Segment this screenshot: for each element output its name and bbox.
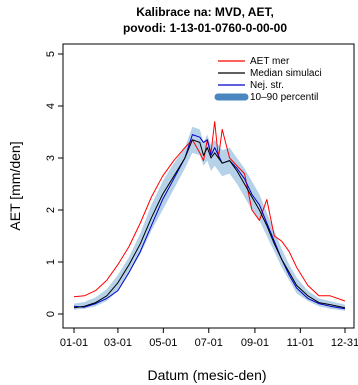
x-tick-label: 05-01	[149, 337, 177, 349]
x-tick-label: 07-01	[195, 337, 223, 349]
series-line-aet-mer	[73, 121, 346, 302]
y-tick-label: 1	[45, 259, 57, 265]
x-tick-label: 12-31	[331, 337, 358, 349]
y-tick-label: 2	[45, 207, 57, 213]
chart-title-line-1: Kalibrace na: MVD, AET,	[136, 5, 274, 19]
x-tick-label: 09-01	[241, 337, 269, 349]
legend-label-percentile: 10–90 percentil	[250, 92, 318, 103]
series-layer	[73, 121, 346, 310]
legend: AET mer Median simulaci Nej. str. 10–90 …	[214, 56, 322, 103]
y-tick-label: 3	[45, 155, 57, 161]
percentile-band-layer	[74, 126, 345, 311]
x-tick-label: 01-01	[60, 337, 88, 349]
x-tick-label: 03-01	[104, 337, 132, 349]
legend-label-aet-mer: AET mer	[250, 56, 290, 67]
percentile-band	[74, 126, 345, 311]
chart-title-line-2: povodi: 1-13-01-0760-0-00-00	[123, 21, 287, 35]
y-tick-label: 0	[45, 311, 57, 317]
x-axis-label: Datum (mesic-den)	[147, 367, 266, 383]
y-axis-label: AET [mm/den]	[7, 141, 23, 230]
legend-label-median: Median simulaci	[250, 68, 322, 79]
y-tick-label: 4	[45, 103, 57, 109]
plot-frame	[62, 43, 355, 329]
x-tick-label: 11-01	[287, 337, 314, 349]
y-tick-label: 5	[45, 51, 57, 57]
legend-label-nej-str: Nej. str.	[250, 80, 284, 91]
series-line-median	[73, 139, 346, 309]
axis-layer: 01-01 03-01 05-01 07-01 09-01 11-01 12-31 0 1 2 3 4…	[45, 51, 358, 349]
series-line-nej-str	[73, 134, 346, 310]
